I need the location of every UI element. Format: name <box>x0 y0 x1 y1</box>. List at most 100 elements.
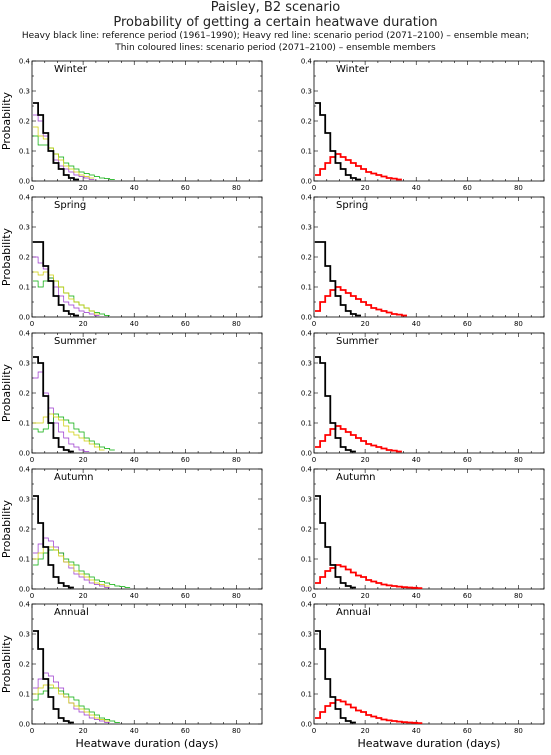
x-tick-label: 60 <box>463 456 472 464</box>
y-tick-label: 0.0 <box>19 314 30 322</box>
y-tick-label: 0.3 <box>301 224 312 232</box>
x-tick-label: 0 <box>312 727 316 735</box>
y-tick-label: 0.4 <box>301 601 313 609</box>
x-tick-label: 60 <box>463 320 472 328</box>
member-series-line <box>33 684 110 722</box>
y-tick-label: 0.1 <box>301 691 312 699</box>
y-tick-label: 0.1 <box>19 148 30 156</box>
panel-summer-right: 0 20 40 60 80 0.0 0.1 0.2 0.3 0.4 Summer <box>301 330 545 464</box>
x-tick-label: 0 <box>30 727 34 735</box>
x-tick-label: 40 <box>412 320 421 328</box>
y-tick-label: 0.4 <box>301 194 313 202</box>
y-tick-label: 0.1 <box>301 420 312 428</box>
x-tick-label: 80 <box>232 320 241 328</box>
x-tick-label: 40 <box>130 592 139 600</box>
plot-frame <box>313 196 545 318</box>
member-series-line <box>33 256 100 316</box>
y-tick-label: 0.2 <box>19 118 30 126</box>
panel-autumn-left: 0 20 40 60 80 0.0 0.1 0.2 0.3 0.4 Autumn Probabilit… <box>0 466 263 600</box>
season-label: Spring <box>54 200 86 211</box>
reference-line <box>33 241 79 317</box>
chart-subtitle: Probability of getting a certain heatwav… <box>113 15 438 30</box>
x-tick-label: 0 <box>30 592 34 600</box>
ensemble-mean-line <box>315 153 402 181</box>
x-tick-label: 0 <box>30 320 34 328</box>
x-tick-label: 40 <box>412 592 421 600</box>
x-tick-label: 0 <box>312 592 316 600</box>
plot-frame <box>313 603 545 725</box>
x-tick-label: 40 <box>130 727 139 735</box>
x-tick-label: 80 <box>232 184 241 192</box>
y-tick-label: 0.3 <box>301 360 312 368</box>
y-tick-label: 0.4 <box>19 601 31 609</box>
x-tick-label: 20 <box>79 320 88 328</box>
y-tick-label: 0.2 <box>19 390 30 398</box>
x-tick-label: 20 <box>79 456 88 464</box>
x-tick-label: 80 <box>232 727 241 735</box>
season-label: Summer <box>336 336 379 347</box>
y-tick-label: 0.1 <box>19 420 30 428</box>
y-tick-label: 0.0 <box>301 178 312 186</box>
y-tick-label: 0.3 <box>19 496 30 504</box>
x-tick-label: 80 <box>232 456 241 464</box>
y-tick-label: 0.4 <box>19 330 31 338</box>
legend-note-1: Heavy black line: reference period (1961… <box>21 31 530 41</box>
reference-line <box>33 495 74 589</box>
x-tick-label: 60 <box>463 727 472 735</box>
ensemble-mean-line <box>315 425 402 453</box>
y-tick-label: 0.1 <box>301 148 312 156</box>
season-label: Winter <box>336 64 370 75</box>
member-series-line <box>33 413 105 451</box>
x-tick-label: 40 <box>130 456 139 464</box>
y-axis-label: Probability <box>0 91 13 150</box>
season-label: Winter <box>54 64 88 75</box>
x-tick-label: 60 <box>181 456 190 464</box>
season-label: Autumn <box>336 472 376 483</box>
x-tick-label: 60 <box>463 592 472 600</box>
x-tick-label: 0 <box>30 184 34 192</box>
y-tick-label: 0.3 <box>19 88 30 96</box>
x-tick-label: 0 <box>312 456 316 464</box>
x-tick-label: 20 <box>79 592 88 600</box>
x-tick-label: 40 <box>412 727 421 735</box>
y-tick-label: 0.2 <box>301 526 312 534</box>
panel-annual-left: 0 20 40 60 80 0.0 0.1 0.2 0.3 0.4 Annual Probabilit… <box>0 601 263 750</box>
y-tick-label: 0.2 <box>301 118 312 126</box>
y-tick-label: 0.3 <box>301 631 312 639</box>
reference-line <box>315 495 356 589</box>
y-tick-label: 0.2 <box>19 254 30 262</box>
x-tick-label: 20 <box>361 320 370 328</box>
member-series-line <box>33 277 110 316</box>
y-tick-label: 0.4 <box>301 330 313 338</box>
y-tick-label: 0.3 <box>19 224 30 232</box>
x-tick-label: 40 <box>412 184 421 192</box>
season-label: Spring <box>336 200 368 211</box>
x-tick-label: 40 <box>130 320 139 328</box>
reference-line <box>33 102 79 181</box>
x-tick-label: 80 <box>514 592 523 600</box>
y-tick-label: 0.4 <box>301 58 313 66</box>
x-tick-label: 0 <box>312 320 316 328</box>
x-tick-label: 60 <box>181 320 190 328</box>
reference-line <box>315 102 361 181</box>
season-label: Annual <box>336 607 371 618</box>
member-series-line <box>33 371 90 452</box>
x-tick-label: 20 <box>361 727 370 735</box>
y-tick-label: 0.2 <box>19 526 30 534</box>
member-series-line <box>33 413 115 451</box>
panel-winter-left: 0 20 40 60 80 0.0 0.1 0.2 0.3 0.4 Winter Probabilit… <box>0 58 263 192</box>
member-series-line <box>33 537 110 588</box>
y-tick-label: 0.2 <box>301 661 312 669</box>
y-tick-label: 0.3 <box>301 88 312 96</box>
y-tick-label: 0.1 <box>301 284 312 292</box>
panel-spring-left: 0 20 40 60 80 0.0 0.1 0.2 0.3 0.4 Spring Probabilit… <box>0 194 263 328</box>
x-tick-label: 20 <box>361 456 370 464</box>
x-tick-label: 20 <box>361 592 370 600</box>
plot-frame <box>313 332 545 454</box>
x-tick-label: 0 <box>30 456 34 464</box>
x-tick-label: 60 <box>181 184 190 192</box>
reference-line <box>315 630 356 724</box>
y-tick-label: 0.1 <box>19 284 30 292</box>
y-tick-label: 0.3 <box>19 360 30 368</box>
